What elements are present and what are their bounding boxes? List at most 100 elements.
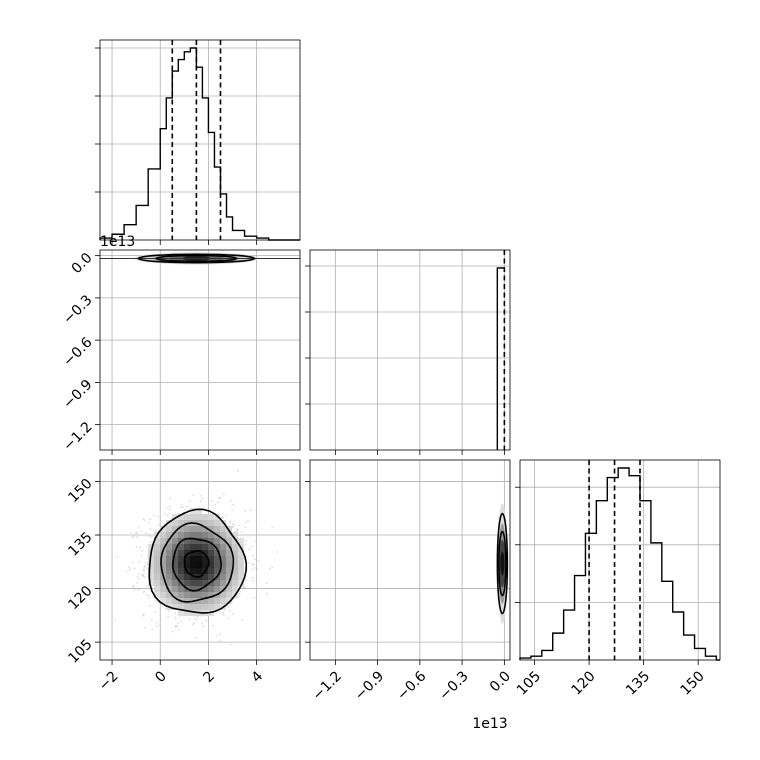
density-cell — [160, 598, 166, 604]
scatter-point — [202, 625, 205, 628]
density-cell — [214, 526, 220, 532]
x-tick-label: −0.6 — [394, 668, 429, 703]
scatter-point — [171, 630, 174, 633]
density-cell — [196, 592, 202, 598]
density-blob — [500, 551, 505, 576]
density-cell — [172, 526, 178, 532]
scatter-point — [163, 522, 166, 525]
scatter-point — [148, 535, 151, 538]
density-cell — [160, 586, 166, 592]
scatter-point — [116, 556, 119, 558]
scatter-point — [222, 516, 224, 519]
scatter-point — [252, 580, 255, 582]
density-cell — [172, 586, 178, 592]
scatter-point — [222, 614, 225, 617]
density-cell — [208, 592, 214, 598]
scatter-point — [241, 531, 243, 533]
scatter-point — [200, 494, 203, 497]
scatter-point — [148, 596, 150, 599]
scatter-point — [243, 586, 246, 589]
scatter-point — [144, 532, 147, 535]
scatter-point — [150, 535, 153, 538]
scatter-point — [169, 508, 172, 511]
scatter-point — [142, 614, 145, 617]
density-cell — [238, 550, 244, 556]
scatter-point — [231, 525, 234, 528]
density-cell — [178, 574, 184, 580]
scatter-point — [188, 618, 191, 621]
scatter-point — [169, 497, 172, 500]
density-cell — [166, 550, 172, 556]
scatter-point — [215, 634, 218, 637]
histogram-step-line — [496, 267, 505, 450]
scatter-point — [192, 622, 195, 625]
density-cell — [220, 556, 226, 562]
scatter-point — [174, 616, 176, 619]
density-cell — [196, 604, 202, 610]
scatter-point — [168, 610, 171, 612]
density-cell — [178, 592, 184, 598]
panel-frame — [519, 459, 721, 661]
density-cell — [220, 526, 226, 532]
scatter-point — [182, 506, 185, 509]
scatter-point — [218, 633, 221, 636]
scatter-point — [219, 610, 221, 613]
scatter-point — [164, 513, 167, 516]
density-cell — [178, 514, 184, 520]
scatter-point — [144, 565, 146, 567]
scatter-point — [154, 599, 157, 602]
scatter-point — [157, 523, 160, 526]
density-cell — [160, 526, 166, 532]
density-cell — [190, 562, 196, 568]
density-cell — [238, 574, 244, 580]
density-cell — [172, 580, 178, 586]
scatter-point — [141, 574, 144, 577]
density-cell — [238, 568, 244, 574]
density-cell — [172, 598, 178, 604]
density-cell — [232, 562, 238, 568]
density-cell — [160, 568, 166, 574]
contour-line — [496, 512, 509, 615]
density-cell — [202, 604, 208, 610]
x-offset-label: 1e13 — [472, 716, 507, 732]
scatter-point — [239, 590, 242, 593]
density-cell — [184, 532, 190, 538]
density-cell — [196, 508, 202, 514]
scatter-point — [227, 617, 230, 620]
scatter-point — [138, 560, 141, 563]
density-cell — [160, 556, 166, 562]
density-cell — [226, 574, 232, 580]
density-cell — [184, 556, 190, 562]
scatter-point — [137, 527, 140, 529]
density-cell — [208, 550, 214, 556]
density-cell — [184, 592, 190, 598]
density-cell — [208, 538, 214, 544]
density-cell — [190, 610, 196, 616]
scatter-point — [232, 503, 235, 506]
density-cell — [196, 544, 202, 550]
scatter-point — [138, 573, 141, 576]
scatter-point — [217, 501, 219, 504]
density-cell — [214, 544, 220, 550]
scatter-point — [276, 551, 279, 553]
density-cell — [172, 538, 178, 544]
scatter-point — [193, 617, 196, 620]
scatter-point — [232, 525, 235, 528]
scatter-point — [266, 593, 268, 596]
density-cell — [184, 574, 190, 580]
scatter-point — [236, 529, 239, 532]
density-cell — [214, 580, 220, 586]
scatter-point — [150, 541, 152, 544]
density-cell — [238, 562, 244, 568]
x-tick-label: −1.2 — [310, 668, 345, 703]
density-cell — [202, 574, 208, 580]
scatter-point — [137, 588, 140, 591]
density-cell — [166, 544, 172, 550]
density-cell — [202, 586, 208, 592]
x-tick-label: 0 — [152, 668, 170, 686]
scatter-point — [220, 612, 222, 615]
density-cell — [196, 514, 202, 520]
density-cell — [232, 574, 238, 580]
scatter-point — [237, 524, 240, 527]
scatter-point — [176, 625, 179, 628]
